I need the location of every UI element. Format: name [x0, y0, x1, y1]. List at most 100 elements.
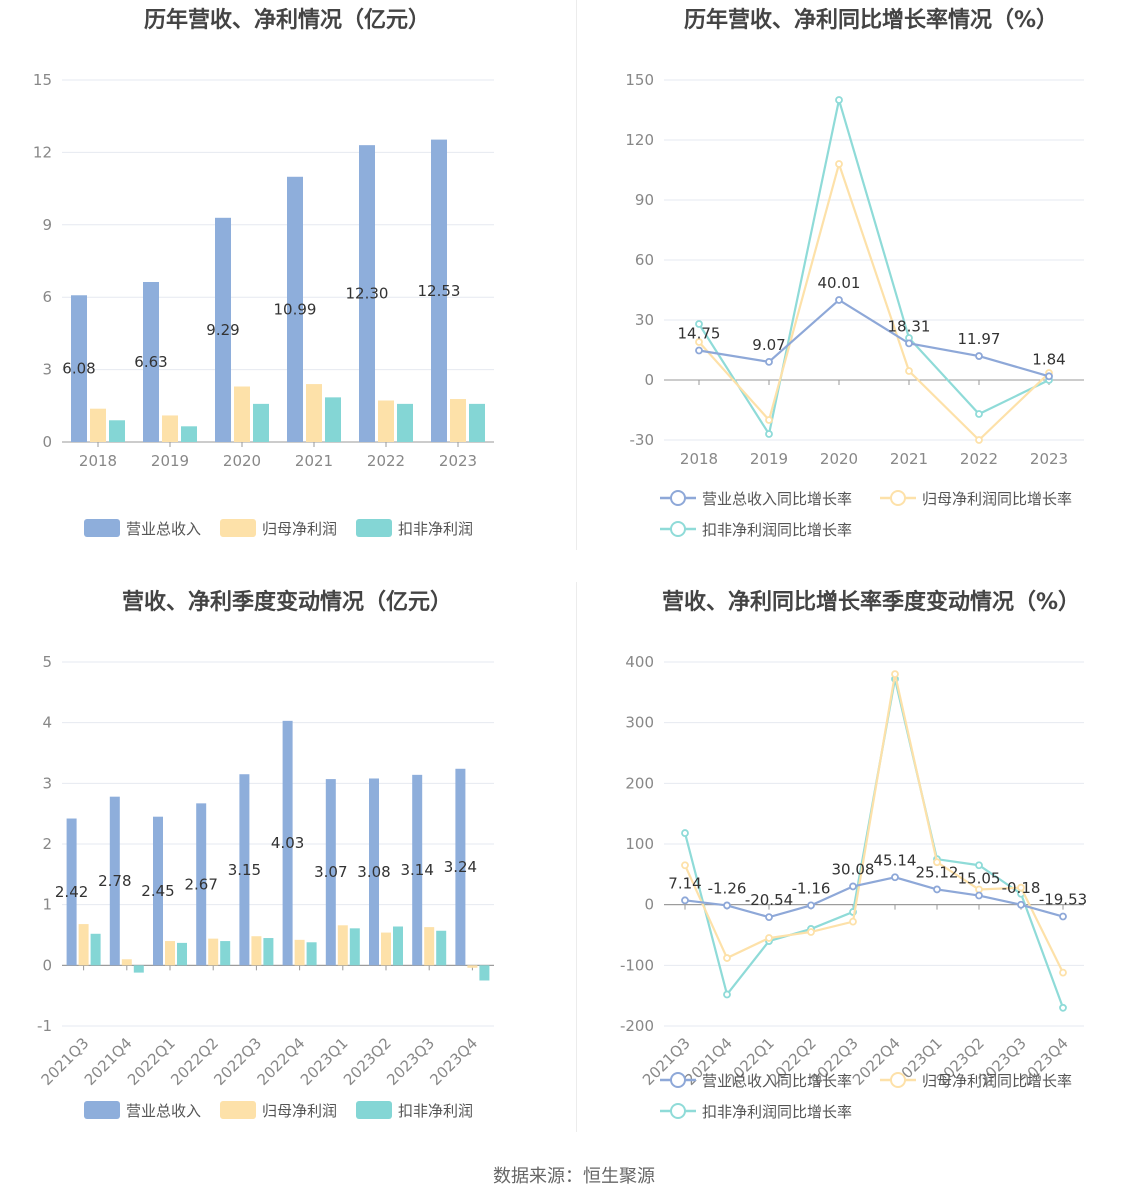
bar	[294, 939, 305, 966]
data-point	[765, 416, 773, 424]
x-tick-label: 2023	[1030, 450, 1068, 468]
data-label: 15.05	[958, 870, 1001, 888]
bar	[196, 803, 207, 966]
y-tick-label: 120	[625, 131, 654, 149]
y-tick-label: 0	[42, 433, 52, 451]
data-label: 45.14	[874, 851, 917, 869]
legend-marker	[890, 490, 906, 506]
data-label: 25.12	[916, 863, 959, 881]
y-tick-label: 30	[635, 311, 654, 329]
data-point	[891, 873, 899, 882]
series-line	[698, 99, 1050, 437]
data-point	[807, 901, 815, 910]
quarterly-growth-chart: -200-10001002003004002021Q32021Q42022Q12…	[620, 653, 1087, 1121]
bar	[424, 927, 435, 966]
y-tick-label: -100	[620, 956, 654, 974]
data-point	[765, 357, 773, 366]
legend-marker	[670, 1103, 686, 1119]
legend-label: 归母净利润同比增长率	[922, 490, 1072, 508]
x-tick-label: 2020	[820, 450, 858, 468]
data-point	[975, 410, 983, 418]
data-label: 3.07	[314, 863, 347, 881]
data-label: 2.42	[55, 883, 88, 901]
data-label: 6.63	[134, 353, 167, 371]
y-tick-label: 100	[625, 835, 654, 853]
x-tick-label: 2022	[367, 452, 405, 470]
data-point	[1045, 372, 1053, 381]
data-point	[835, 296, 843, 304]
quarterly-revenue-profit-panel: 营收、净利季度变动情况（亿元） -1 0 1 2 3 4 5 2021Q3 2021Q4 2022…	[0, 582, 574, 1162]
bar	[337, 925, 348, 966]
y-tick-label: 4	[42, 714, 52, 732]
divider	[576, 0, 577, 550]
x-tick-label: 2020	[223, 452, 261, 470]
data-source-note: 数据来源：恒生聚源	[493, 1166, 655, 1187]
data-point	[723, 990, 731, 999]
data-label: 14.75	[678, 325, 721, 343]
bar	[208, 938, 219, 966]
data-point	[849, 917, 857, 926]
quarterly-revenue-profit-chart: -10123452021Q32021Q42022Q12022Q22022Q320…	[37, 653, 494, 1120]
bar	[239, 774, 250, 966]
y-tick-label: -1	[37, 1017, 52, 1035]
legend-swatch	[84, 1101, 120, 1119]
data-point	[933, 858, 941, 867]
bar	[78, 924, 89, 966]
x-tick-label: 2019	[151, 452, 189, 470]
annual-revenue-profit-panel: 历年营收、净利情况（亿元） 0 3 6 9 12 15 2018 2019 2020 2021 20…	[0, 0, 574, 580]
annual-growth-panel: 历年营收、净利同比增长率情况（%） -30 0 30 60 90 120 150 2018 20…	[574, 0, 1148, 580]
bar	[162, 415, 178, 442]
data-label: 18.31	[888, 317, 931, 335]
data-label: 3.24	[444, 858, 477, 876]
chart-title: 营收、净利同比增长率季度变动情况（%）	[661, 590, 1081, 615]
y-tick-label: 3	[42, 361, 52, 379]
bar	[325, 397, 341, 442]
bar	[215, 217, 231, 442]
data-point	[695, 346, 703, 355]
data-point	[975, 436, 983, 444]
x-tick-label: 2023Q4	[426, 1034, 481, 1089]
series-line	[683, 678, 1065, 1009]
data-label: 40.01	[818, 274, 861, 292]
data-label: 1.84	[1032, 350, 1065, 368]
y-tick-label: 12	[33, 143, 52, 161]
legend-marker	[890, 1072, 906, 1088]
bar	[325, 779, 336, 966]
annual-revenue-profit-chart: 0 3 6 9 12 15 2018 2019 2020 2021 2022 2023 6.08 6.63…	[33, 71, 494, 538]
y-tick-label: 6	[42, 288, 52, 306]
bar	[455, 768, 466, 966]
annual-growth-chart: -30 0 30 60 90 120 150 2018 2019 2020 2021 2022 2023…	[625, 71, 1084, 539]
data-label: 4.03	[271, 834, 304, 852]
legend-swatch	[84, 519, 120, 537]
data-point	[1059, 912, 1067, 921]
legend-swatch	[356, 519, 392, 537]
data-label: 3.08	[357, 863, 390, 881]
data-point	[905, 367, 913, 375]
data-label: 6.08	[62, 360, 95, 378]
chart-title: 历年营收、净利同比增长率情况（%）	[683, 8, 1059, 33]
legend-label: 扣非净利润同比增长率	[702, 521, 852, 539]
data-label: -1.26	[708, 879, 747, 897]
quarterly-growth-panel: 营收、净利同比增长率季度变动情况（%） -200 -100 0 100 200 300 40…	[574, 582, 1148, 1162]
chart-title: 营收、净利季度变动情况（亿元）	[121, 590, 452, 615]
bar	[359, 145, 375, 442]
data-point	[975, 861, 983, 870]
data-point	[835, 160, 843, 168]
y-tick-label: 15	[33, 71, 52, 89]
data-point	[1059, 1003, 1067, 1012]
bar	[66, 818, 77, 966]
y-tick-label: 9	[42, 216, 52, 234]
y-tick-label: 1	[42, 896, 52, 914]
y-tick-label: 0	[644, 896, 654, 914]
data-point	[765, 934, 773, 942]
bar	[165, 941, 175, 966]
bar	[177, 942, 187, 966]
legend-marker	[670, 521, 686, 537]
bar	[431, 139, 447, 442]
legend-label: 扣非净利润	[398, 520, 473, 538]
y-tick-label: 60	[635, 251, 654, 269]
legend-label: 营业总收入同比增长率	[702, 1072, 852, 1090]
bar	[143, 281, 159, 442]
data-point	[681, 896, 689, 905]
bar	[90, 408, 106, 442]
